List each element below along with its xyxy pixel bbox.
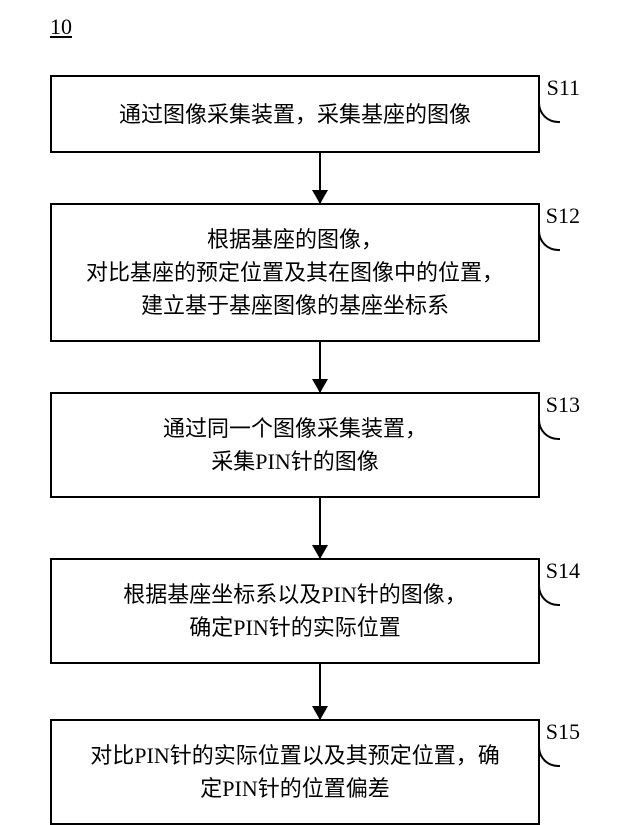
flow-step: 对比PIN针的实际位置以及其预定位置，确定PIN针的位置偏差S15 [50,719,540,825]
label-arc-icon [538,99,560,123]
flow-step-label: S13 [546,392,580,418]
arrowhead-icon [312,379,328,393]
flow-step: 根据基座的图像，对比基座的预定位置及其在图像中的位置，建立基于基座图像的基座坐标… [50,203,540,342]
flow-connector [319,498,321,558]
flow-step: 通过同一个图像采集装置，采集PIN针的图像S13 [50,392,540,498]
flow-step: 通过图像采集装置，采集基座的图像S11 [50,75,540,153]
flow-step-text: 对比PIN针的实际位置以及其预定位置，确 [90,739,499,772]
flow-step-text: 确定PIN针的实际位置 [189,611,400,644]
flow-step-text: 对比基座的预定位置及其在图像中的位置， [86,256,504,289]
figure-number: 10 [50,14,72,40]
flow-step-text: 采集PIN针的图像 [211,445,378,478]
flow-step-text: 通过同一个图像采集装置， [163,412,427,445]
label-arc-icon [538,743,560,767]
label-arc-icon [538,582,560,606]
arrowhead-icon [312,706,328,720]
flow-step-label: S12 [546,203,580,229]
label-arc-icon [538,416,560,440]
flow-step-text: 通过图像采集装置，采集基座的图像 [119,98,471,131]
flow-connector [319,342,321,392]
flow-step-text: 根据基座坐标系以及PIN针的图像， [123,578,466,611]
flow-step-label: S15 [546,719,580,745]
flow-step-text: 根据基座的图像， [207,223,383,256]
arrowhead-icon [312,545,328,559]
flow-step-text: 建立基于基座图像的基座坐标系 [141,289,449,322]
flow-step-text: 定PIN针的位置偏差 [200,772,389,805]
label-arc-icon [538,227,560,251]
flow-connector [319,664,321,719]
arrowhead-icon [312,190,328,204]
flow-step: 根据基座坐标系以及PIN针的图像，确定PIN针的实际位置S14 [50,558,540,664]
flow-step-label: S11 [547,75,580,101]
flow-connector [319,153,321,203]
flow-step-label: S14 [546,558,580,584]
flowchart-container: 通过图像采集装置，采集基座的图像S11根据基座的图像，对比基座的预定位置及其在图… [50,75,590,825]
